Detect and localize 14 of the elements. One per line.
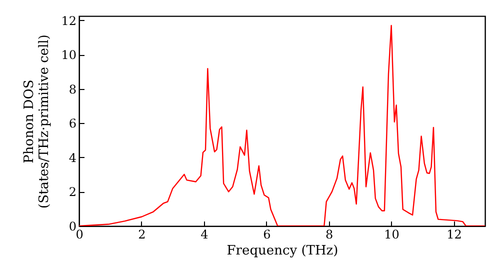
x-tick-label: 2 [138, 228, 146, 242]
y-tick-label: 10 [61, 48, 76, 62]
x-tick-label: 4 [200, 228, 209, 242]
y-tick-label: 4 [68, 150, 77, 165]
x-tick-label: 6 [263, 228, 271, 242]
y-tick-label: 6 [68, 116, 76, 131]
y-tick-label: 8 [68, 82, 76, 96]
x-axis-title: Frequency (THz) [226, 244, 338, 258]
y-axis-title: Phonon DOS (States/THz·primitive cell) [22, 34, 52, 209]
y-tick-label: 12 [61, 14, 76, 28]
y-tick-label: 2 [68, 185, 76, 200]
x-tick-label: 12 [446, 228, 462, 242]
x-tick-label: 8 [326, 228, 334, 242]
x-tick-label: 10 [384, 228, 400, 242]
